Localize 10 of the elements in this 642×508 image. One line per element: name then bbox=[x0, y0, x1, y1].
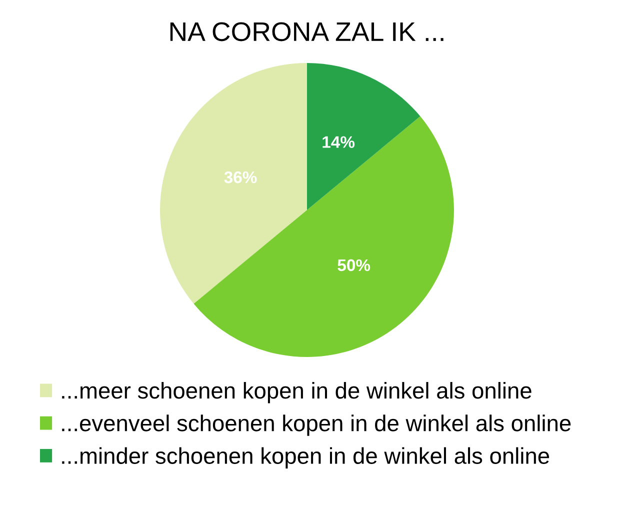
legend-label: ...evenveel schoenen kopen in de winkel als online bbox=[62, 414, 571, 436]
legend-label: ...minder schoenen kopen in de winkel als online bbox=[62, 447, 550, 468]
data-label: 36% bbox=[224, 171, 257, 184]
legend-label: ...meer schoenen kopen in de winkel als online bbox=[62, 382, 532, 404]
pie-slice bbox=[307, 63, 420, 210]
chart-title: NA CORONA ZAL IK ... bbox=[170, 22, 444, 42]
pie-slice bbox=[194, 116, 454, 357]
data-label: 14% bbox=[322, 136, 355, 148]
data-label: 50% bbox=[338, 259, 370, 272]
pie-slice bbox=[160, 63, 307, 304]
